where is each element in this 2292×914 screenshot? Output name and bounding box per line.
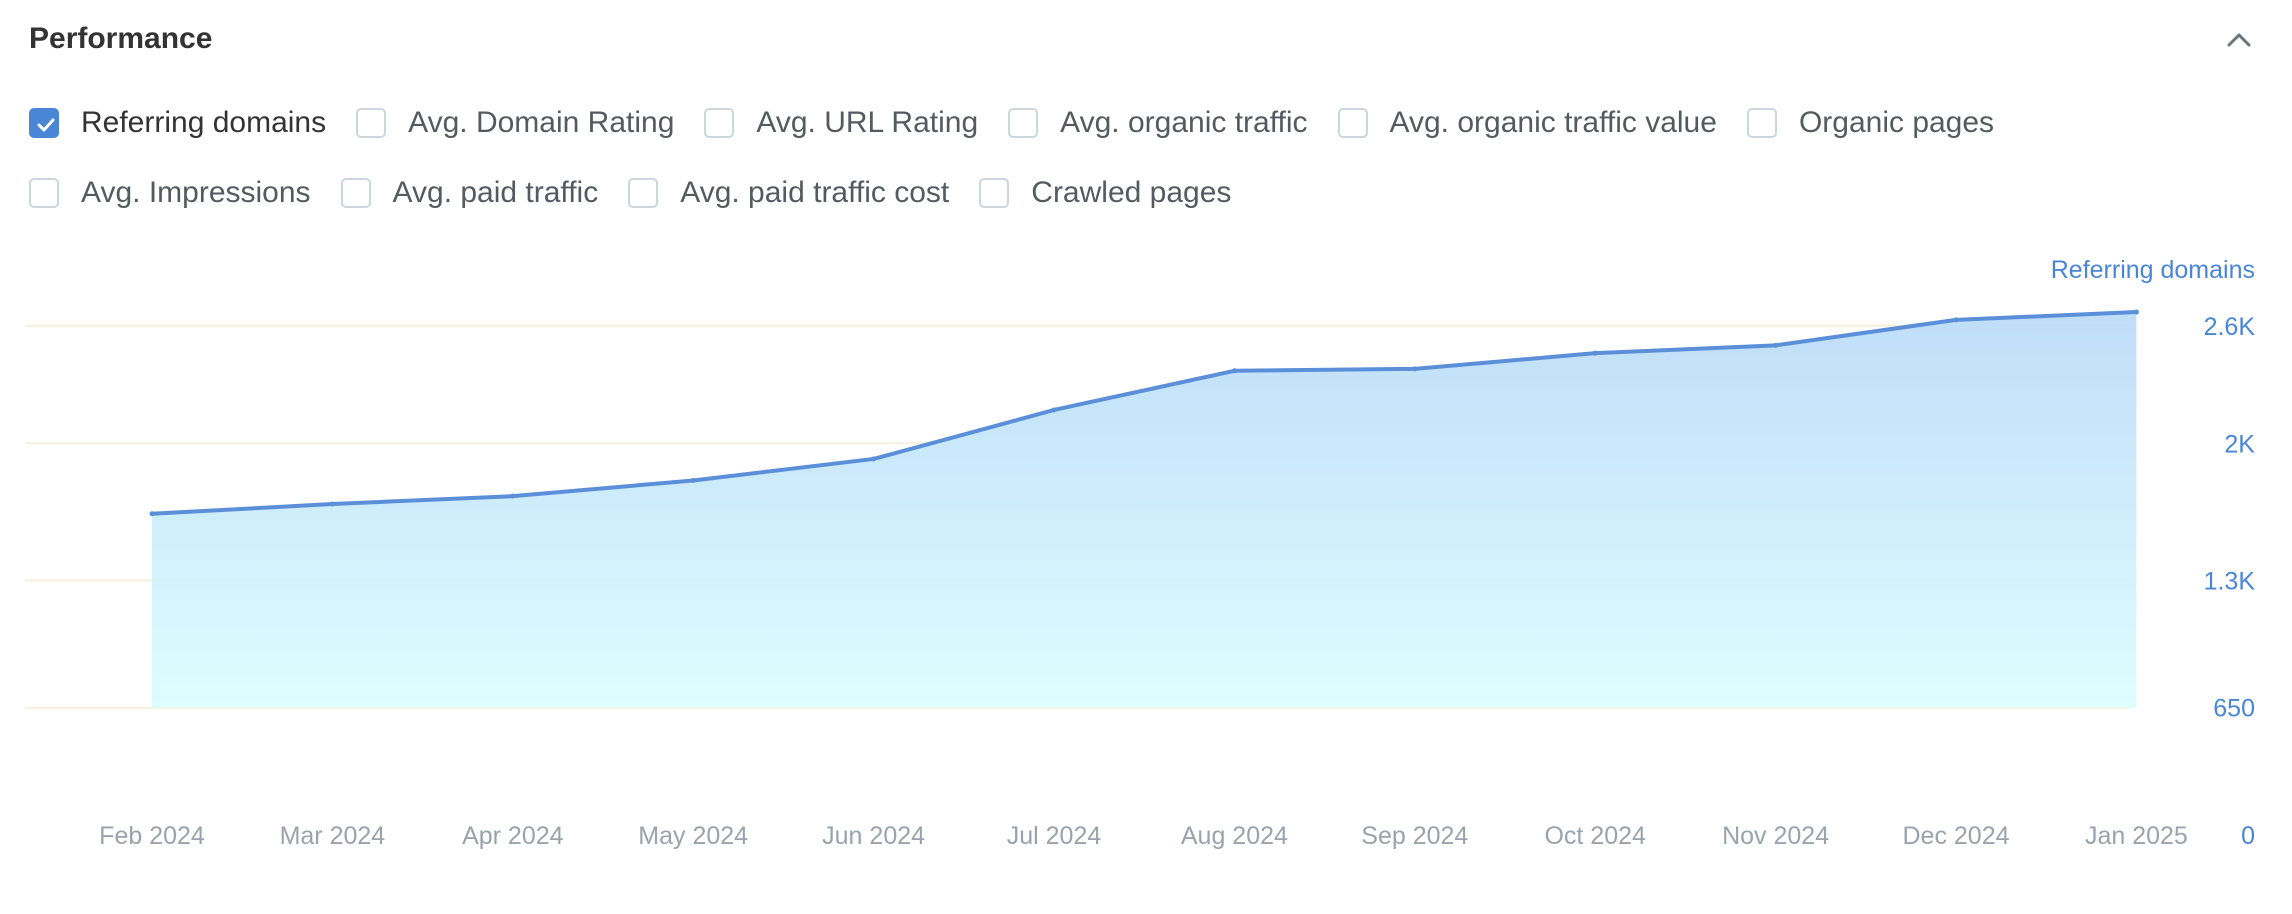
metric-checkbox-avg-url-rating[interactable]: Avg. URL Rating — [704, 106, 978, 140]
metric-label: Crawled pages — [1031, 176, 1232, 209]
checkbox-unchecked[interactable] — [29, 178, 59, 208]
y-tick-label: 1.3K — [2204, 567, 2256, 595]
metric-checkbox-avg-impressions[interactable]: Avg. Impressions — [29, 176, 311, 210]
metric-checkbox-row-1: Referring domains Avg. Domain Rating Avg… — [29, 101, 2024, 145]
y-axis-ticks: 0 650 1.3K 2K 2.6K — [2204, 313, 2256, 850]
metric-label: Avg. Impressions — [81, 176, 311, 209]
data-point — [871, 456, 877, 462]
y-axis-title: Referring domains — [2051, 256, 2255, 284]
metric-label: Avg. URL Rating — [756, 106, 979, 139]
y-tick-label: 650 — [2213, 695, 2255, 723]
checkbox-unchecked[interactable] — [1746, 108, 1777, 138]
area-series — [149, 309, 2139, 708]
metric-checkbox-organic-pages[interactable]: Organic pages — [1746, 106, 1995, 140]
y-tick-label: 2.6K — [2204, 313, 2256, 341]
metric-checkbox-avg-paid-traffic[interactable]: Avg. paid traffic — [340, 176, 599, 210]
data-point — [1231, 368, 1237, 374]
data-point — [690, 477, 696, 483]
checkbox-unchecked[interactable] — [356, 108, 387, 138]
metric-label: Avg. paid traffic — [392, 176, 599, 209]
x-tick-label: Aug 2024 — [1181, 822, 1288, 850]
y-tick-label: 0 — [2241, 822, 2255, 850]
x-tick-label: Oct 2024 — [1544, 822, 1646, 850]
x-tick-label: Dec 2024 — [1902, 822, 2009, 850]
y-tick-label: 2K — [2224, 430, 2255, 458]
metric-checkbox-referring-domains[interactable]: Referring domains — [29, 106, 326, 140]
x-tick-label: Nov 2024 — [1722, 822, 1829, 850]
metric-label: Avg. paid traffic cost — [680, 176, 950, 209]
checkbox-unchecked[interactable] — [628, 178, 659, 208]
checkbox-unchecked[interactable] — [340, 178, 371, 208]
data-point — [1592, 350, 1598, 356]
x-tick-label: Jun 2024 — [822, 822, 925, 850]
collapse-button[interactable] — [2217, 18, 2261, 62]
metric-label: Organic pages — [1798, 106, 1995, 139]
series-line — [150, 310, 2139, 516]
checkbox-unchecked[interactable] — [979, 178, 1010, 208]
series-area-fill — [152, 312, 2137, 708]
checkbox-unchecked[interactable] — [704, 108, 735, 138]
panel-header: Performance — [29, 18, 2261, 62]
metric-checkbox-avg-organic-traffic-value[interactable]: Avg. organic traffic value — [1337, 106, 1717, 140]
x-tick-label: Mar 2024 — [280, 822, 386, 850]
metric-checkbox-crawled-pages[interactable]: Crawled pages — [979, 176, 1231, 210]
x-axis-ticks: Feb 2024 Mar 2024 Apr 2024 May 2024 Jun 2024… — [99, 822, 2188, 850]
x-tick-label: Jul 2024 — [1007, 822, 1102, 850]
data-point — [2133, 309, 2139, 315]
metric-label: Avg. organic traffic — [1060, 106, 1308, 139]
metric-label: Referring domains — [81, 106, 327, 139]
data-point — [1051, 407, 1057, 413]
metric-checkbox-row-2: Avg. Impressions Avg. paid traffic Avg. … — [29, 171, 1261, 215]
x-tick-label: Apr 2024 — [462, 822, 564, 850]
panel-title: Performance — [29, 22, 213, 55]
metric-checkbox-avg-paid-traffic-cost[interactable]: Avg. paid traffic cost — [628, 176, 949, 210]
checkbox-unchecked[interactable] — [1337, 108, 1368, 138]
data-point — [149, 511, 155, 517]
data-point — [1953, 317, 1959, 323]
metric-label: Avg. Domain Rating — [408, 106, 675, 139]
metric-checkbox-avg-domain-rating[interactable]: Avg. Domain Rating — [356, 106, 674, 140]
metric-checkbox-avg-organic-traffic[interactable]: Avg. organic traffic — [1008, 106, 1308, 140]
data-point — [329, 501, 335, 507]
x-tick-label: Feb 2024 — [99, 822, 205, 850]
data-point — [1773, 342, 1779, 348]
checkmark-icon — [37, 118, 55, 132]
x-tick-label: Sep 2024 — [1361, 822, 1468, 850]
data-point — [1412, 366, 1418, 372]
metric-label: Avg. organic traffic value — [1389, 106, 1717, 139]
chevron-up-icon — [2227, 33, 2251, 47]
data-point — [510, 493, 516, 499]
referring-domains-chart: Referring domains 0 650 1.3K 2K 2.6K Feb 202… — [25, 256, 2256, 850]
checkbox-unchecked[interactable] — [1008, 108, 1039, 138]
checkbox-checked[interactable] — [29, 108, 59, 138]
x-tick-label: Jan 2025 — [2085, 822, 2188, 850]
x-tick-label: May 2024 — [638, 822, 748, 850]
